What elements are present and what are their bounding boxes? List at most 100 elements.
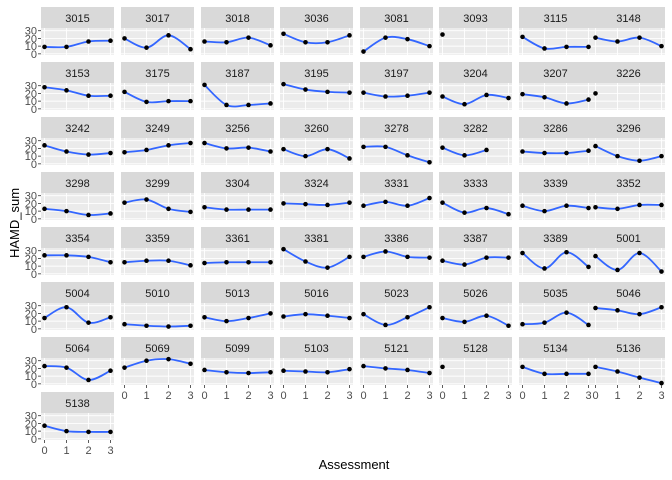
data-point [520, 91, 525, 97]
data-point [166, 98, 171, 104]
panel-background [592, 138, 665, 165]
data-point [440, 94, 445, 99]
facet-strip-label: 5134 [543, 343, 567, 355]
data-point [281, 368, 286, 374]
facet-panel-3354: 3354 [41, 227, 114, 275]
data-point [383, 144, 388, 150]
series-line [283, 83, 350, 94]
data-point [564, 371, 569, 377]
data-point [166, 356, 171, 362]
data-point [586, 322, 591, 328]
data-point [122, 259, 127, 265]
data-point [484, 313, 489, 319]
data-point [303, 259, 308, 264]
data-point [462, 153, 467, 158]
panel-background [519, 83, 592, 110]
data-point [188, 263, 193, 268]
facet-strip [360, 172, 433, 193]
x-tick-label: 0 [280, 390, 286, 402]
x-tick-label: 2 [404, 390, 410, 402]
facet-strip [592, 117, 665, 138]
x-tick-label: 3 [346, 390, 352, 402]
series-line [595, 145, 662, 162]
y-tick-label: 10 [25, 261, 37, 273]
data-point [427, 195, 432, 201]
facet-strip-label: 5010 [145, 288, 169, 300]
facet-strip [439, 337, 512, 358]
series-line [44, 39, 111, 49]
series-line [363, 250, 430, 259]
facet-strip-label: 3298 [65, 178, 89, 190]
facet-strip [280, 337, 353, 358]
facet-panel-5103: 5103 [280, 337, 353, 385]
panel-background [360, 248, 433, 275]
data-point [347, 315, 352, 321]
series-line [44, 207, 111, 216]
facet-strip [41, 117, 114, 138]
data-point [166, 324, 171, 329]
x-tick-label: 0 [360, 390, 366, 402]
panel-background [41, 358, 114, 385]
panel-background [201, 193, 274, 220]
data-point [405, 203, 410, 209]
data-point [542, 150, 547, 156]
data-point [659, 380, 664, 386]
x-tick-label: 1 [223, 390, 229, 402]
series-line [442, 201, 509, 216]
facet-panel-5128: 5128 [439, 337, 512, 385]
facet-strip [360, 337, 433, 358]
y-tick-label: 10 [25, 206, 37, 218]
data-point [615, 39, 620, 44]
data-point [383, 366, 388, 371]
facet-strip-label: 3299 [145, 178, 169, 190]
facet-panel-5136: 5136 [592, 337, 665, 386]
data-point [268, 369, 273, 375]
data-point [303, 311, 308, 317]
facet-strip-label: 3187 [225, 68, 249, 80]
data-point [268, 101, 273, 106]
data-point [281, 146, 286, 152]
x-tick-label: 0 [121, 390, 127, 402]
data-point [484, 92, 489, 98]
facet-panel-3256: 3256 [201, 117, 274, 165]
data-point [564, 249, 569, 255]
series-line [363, 91, 430, 98]
data-point [637, 202, 642, 208]
data-point [202, 82, 207, 88]
y-tick-label: 0 [31, 379, 37, 391]
series-line [595, 306, 662, 316]
facet-strip-label: 5064 [65, 343, 89, 355]
facet-strip [519, 282, 592, 303]
facet-strip-label: 3256 [225, 123, 249, 135]
data-point [224, 369, 229, 375]
data-point [593, 305, 598, 311]
data-point [268, 207, 273, 212]
data-point [564, 44, 569, 50]
facet-panel-5099: 5099 [201, 337, 274, 385]
data-point [122, 149, 127, 155]
data-point [86, 254, 91, 260]
facet-panel-5004: 5004 [41, 282, 114, 330]
facet-strip-label: 5026 [463, 288, 487, 300]
data-point [427, 255, 432, 260]
facet-strip-label: 3115 [544, 13, 568, 25]
facet-strip [439, 7, 512, 28]
data-point [484, 205, 489, 211]
data-point [86, 93, 91, 99]
facet-strip [201, 282, 274, 303]
facet-panel-3036: 3036 [280, 7, 353, 55]
x-tick-label: 3 [658, 390, 664, 402]
facet-panel-3207: 3207 [519, 62, 592, 110]
panel-background [439, 28, 512, 55]
data-point [166, 258, 171, 264]
y-tick-label: 30 [25, 26, 37, 38]
facet-panel-3175: 3175 [121, 62, 194, 110]
data-point [86, 39, 91, 44]
facet-strip [280, 282, 353, 303]
data-point [361, 311, 366, 317]
facet-panel-3282: 3282 [439, 117, 512, 165]
data-point [659, 269, 664, 274]
panel-background [592, 83, 665, 110]
facet-strip [592, 7, 665, 28]
